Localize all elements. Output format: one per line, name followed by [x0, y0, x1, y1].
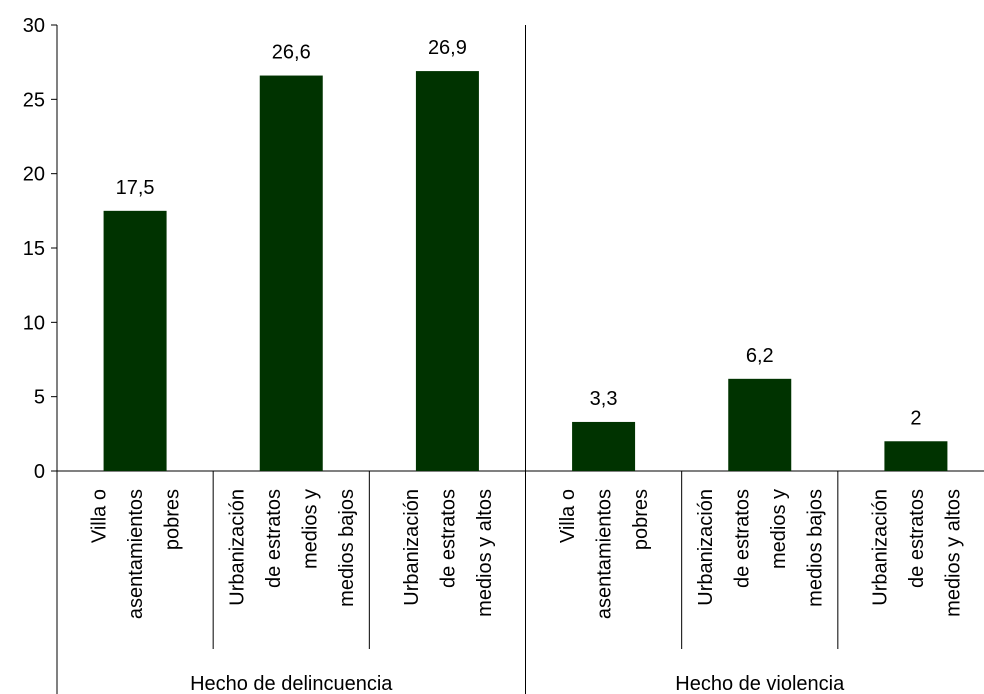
- category-label: Villa o asentamientos pobres: [557, 489, 652, 619]
- category-label-line: medios y altos: [474, 489, 496, 617]
- category-label-line: Urbanización: [695, 489, 717, 606]
- y-tick-label: 15: [23, 238, 45, 260]
- bars: [103, 71, 948, 472]
- category-label: Villa o asentamientos pobres: [89, 489, 184, 619]
- data-label: 2: [910, 407, 921, 429]
- data-label: 3,3: [590, 388, 618, 410]
- bar: [415, 71, 479, 471]
- category-label-line: medios y altos: [942, 489, 964, 617]
- category-label-line: de estratos: [437, 489, 459, 588]
- data-label: 26,6: [272, 42, 311, 64]
- y-tick-label: 5: [34, 387, 45, 409]
- axes: [51, 24, 984, 694]
- category-label-line: pobres: [630, 489, 652, 550]
- data-label: 6,2: [746, 345, 774, 367]
- category-label-line: Villa o: [89, 489, 111, 543]
- category-label-line: medios bajos: [336, 489, 358, 607]
- category-label-line: pobres: [162, 489, 184, 550]
- y-tick-label: 0: [34, 461, 45, 483]
- bar: [884, 441, 948, 471]
- bar: [728, 378, 792, 471]
- labels: 0 5 10 15 20 25 30 17,5 Villa o asentamientos pobr…: [23, 15, 965, 694]
- category-label-line: Urbanización: [869, 489, 891, 606]
- category-label-line: de estratos: [906, 489, 928, 588]
- category-label: Urbanización de estratos medios y altos: [869, 489, 964, 617]
- bar: [259, 75, 323, 472]
- category-label: Urbanización de estratos medios y altos: [401, 489, 496, 617]
- y-tick-label: 10: [23, 312, 45, 334]
- bar: [572, 421, 636, 471]
- category-label-line: de estratos: [263, 489, 285, 588]
- group-label: Hecho de delincuencia: [190, 673, 393, 694]
- category-label: Urbanización de estratos medios y medios ba…: [227, 489, 359, 607]
- data-label: 26,9: [428, 37, 467, 59]
- category-label-line: Urbanización: [227, 489, 249, 606]
- category-label-line: medios y: [300, 489, 322, 569]
- bar: [103, 210, 167, 472]
- y-tick-label: 20: [23, 164, 45, 186]
- y-tick-label: 25: [23, 89, 45, 111]
- category-label: Urbanización de estratos medios y medios ba…: [695, 489, 827, 607]
- category-label-line: asentamientos: [125, 489, 147, 619]
- category-label-line: de estratos: [732, 489, 754, 588]
- y-tick-label: 30: [23, 15, 45, 37]
- category-label-line: Villa o: [557, 489, 579, 543]
- category-label-line: asentamientos: [594, 489, 616, 619]
- category-label-line: medios bajos: [805, 489, 827, 607]
- category-label-line: medios y: [768, 489, 790, 569]
- data-label: 17,5: [116, 177, 155, 199]
- group-label: Hecho de violencia: [675, 673, 845, 694]
- category-label-line: Urbanización: [401, 489, 423, 606]
